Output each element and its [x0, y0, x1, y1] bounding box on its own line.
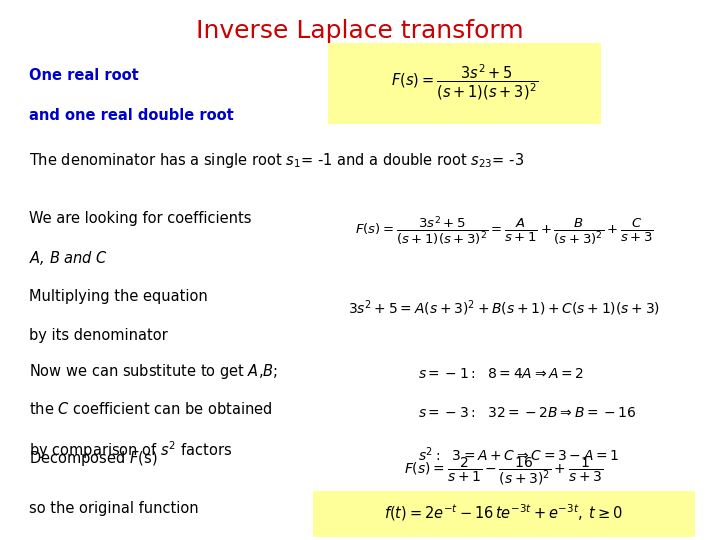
Text: $F(s)=\dfrac{3s^{2}+5}{(s+1)(s+3)^{2}}=\dfrac{A}{s+1}+\dfrac{B}{(s+3)^{2}}+\dfra: $F(s)=\dfrac{3s^{2}+5}{(s+1)(s+3)^{2}}=\… — [355, 214, 653, 246]
Text: $s=-1{:}\ \ 8=4A\Rightarrow A=2$: $s=-1{:}\ \ 8=4A\Rightarrow A=2$ — [418, 367, 584, 381]
Text: by comparison of $s^2$ factors: by comparison of $s^2$ factors — [29, 440, 232, 461]
Text: the $C$ coefficient can be obtained: the $C$ coefficient can be obtained — [29, 401, 272, 417]
Text: Inverse Laplace transform: Inverse Laplace transform — [196, 19, 524, 43]
Text: $3s^{2}+5=A(s+3)^{2}+B(s+1)+C(s+1)(s+3)$: $3s^{2}+5=A(s+3)^{2}+B(s+1)+C(s+1)(s+3)$ — [348, 299, 660, 318]
Text: Decomposed $F$(s): Decomposed $F$(s) — [29, 449, 157, 468]
FancyBboxPatch shape — [328, 43, 601, 124]
Text: $f(t)=2e^{-t}-16\,te^{-3t}+e^{-3t},\;t\geq 0$: $f(t)=2e^{-t}-16\,te^{-3t}+e^{-3t},\;t\g… — [384, 503, 624, 523]
Text: $s^{2}{:}\ \ 3=A+C\Rightarrow C=3-A=1$: $s^{2}{:}\ \ 3=A+C\Rightarrow C=3-A=1$ — [418, 445, 619, 463]
Text: One real root: One real root — [29, 68, 138, 83]
Text: $F(s)=\dfrac{2}{s+1}-\dfrac{16}{(s+3)^{2}}+\dfrac{1}{s+3}$: $F(s)=\dfrac{2}{s+1}-\dfrac{16}{(s+3)^{2… — [405, 455, 603, 487]
Text: Multiplying the equation: Multiplying the equation — [29, 289, 207, 304]
Text: $A$, $B$ and $C$: $A$, $B$ and $C$ — [29, 249, 108, 267]
Text: $s=-3{:}\ \ 32=-2B\Rightarrow B=-16$: $s=-3{:}\ \ 32=-2B\Rightarrow B=-16$ — [418, 406, 636, 420]
FancyBboxPatch shape — [313, 491, 695, 537]
Text: We are looking for coefficients: We are looking for coefficients — [29, 211, 251, 226]
Text: by its denominator: by its denominator — [29, 328, 168, 343]
Text: The denominator has a single root $s_1$= -1 and a double root $s_{23}$= -3: The denominator has a single root $s_1$=… — [29, 151, 524, 170]
Text: Now we can substitute to get $A$,$B$;: Now we can substitute to get $A$,$B$; — [29, 362, 278, 381]
Text: and one real double root: and one real double root — [29, 108, 233, 123]
Text: $F(s)=\dfrac{3s^{2}+5}{(s+1)(s+3)^{2}}$: $F(s)=\dfrac{3s^{2}+5}{(s+1)(s+3)^{2}}$ — [391, 62, 538, 102]
Text: so the original function: so the original function — [29, 501, 199, 516]
